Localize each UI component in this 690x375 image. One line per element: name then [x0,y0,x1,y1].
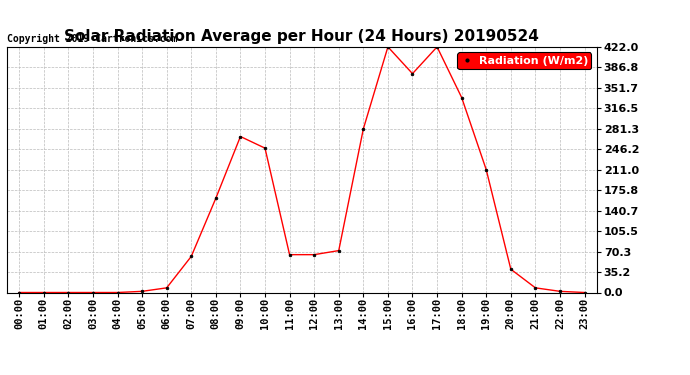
Title: Solar Radiation Average per Hour (24 Hours) 20190524: Solar Radiation Average per Hour (24 Hou… [64,29,540,44]
Legend: Radiation (W/m2): Radiation (W/m2) [457,53,591,69]
Text: Copyright 2019 Cartronics.com: Copyright 2019 Cartronics.com [7,34,177,44]
